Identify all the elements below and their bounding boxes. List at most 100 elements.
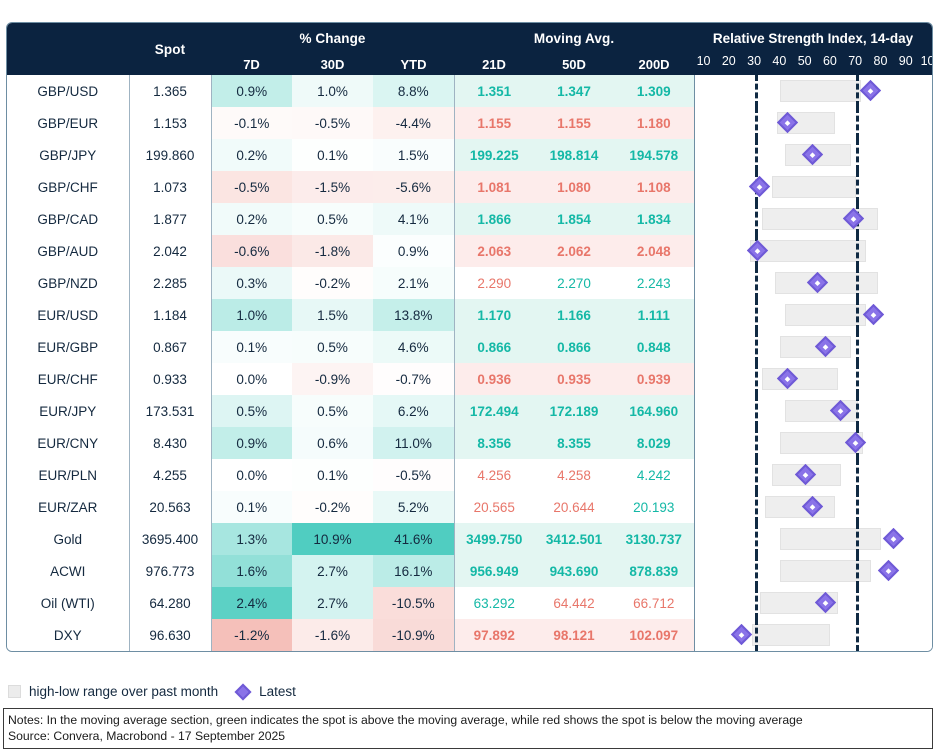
cell-7d: 0.0% xyxy=(211,363,292,395)
cell-ma50: 3412.501 xyxy=(534,523,615,555)
header-ytd: YTD xyxy=(373,53,455,75)
rsi-marker-center xyxy=(814,279,821,286)
notes-line-1: Notes: In the moving average section, gr… xyxy=(8,713,803,727)
rsi-plot xyxy=(694,299,932,331)
table-row[interactable]: GBP/CAD 1.877 0.2% 0.5% 4.1% 1.866 1.854 1.834 xyxy=(7,203,932,235)
cell-ma21: 1.155 xyxy=(454,107,535,139)
cell-30d: 2.7% xyxy=(292,555,373,587)
cell-ytd: 5.2% xyxy=(373,491,455,523)
cell-7d: 1.6% xyxy=(211,555,292,587)
rsi-guideline-30 xyxy=(754,395,758,427)
rsi-guideline-30 xyxy=(754,75,758,107)
rsi-range-band xyxy=(779,560,871,582)
cell-spot: 2.042 xyxy=(129,235,212,267)
cell-rsi xyxy=(694,491,932,523)
cell-rsi xyxy=(694,299,932,331)
cell-30d: -0.5% xyxy=(292,107,373,139)
cell-7d: -0.6% xyxy=(211,235,292,267)
cell-ytd: 4.6% xyxy=(373,331,455,363)
rsi-marker-center xyxy=(850,215,856,222)
cell-ma50: 198.814 xyxy=(534,139,615,171)
table-row[interactable]: EUR/USD 1.184 1.0% 1.5% 13.8% 1.170 1.166 1.111 xyxy=(7,299,932,331)
rsi-tick-20: 20 xyxy=(721,54,736,68)
table-row[interactable]: EUR/ZAR 20.563 0.1% -0.2% 5.2% 20.565 20.644 20… xyxy=(7,491,932,523)
table-row[interactable]: GBP/EUR 1.153 -0.1% -0.5% -4.4% 1.155 1.155 1.1… xyxy=(7,107,932,139)
table-row[interactable]: EUR/GBP 0.867 0.1% 0.5% 4.6% 0.866 0.866 0.848 xyxy=(7,331,932,363)
table-row[interactable]: GBP/CHF 1.073 -0.5% -1.5% -5.6% 1.081 1.080 1.1… xyxy=(7,171,932,203)
cell-pair: Oil (WTI) xyxy=(7,587,130,619)
cell-7d: -0.5% xyxy=(211,171,292,203)
cell-ytd: 1.5% xyxy=(373,139,455,171)
cell-rsi xyxy=(694,75,932,107)
rsi-guideline-30 xyxy=(754,107,758,139)
cell-ytd: -0.7% xyxy=(373,363,455,395)
cell-ytd: 13.8% xyxy=(373,299,455,331)
cell-rsi xyxy=(694,139,932,171)
cell-7d: 0.1% xyxy=(211,331,292,363)
cell-30d: 0.5% xyxy=(292,331,373,363)
table-row[interactable]: GBP/NZD 2.285 0.3% -0.2% 2.1% 2.290 2.270 2.243 xyxy=(7,267,932,299)
cell-ma50: 1.155 xyxy=(534,107,615,139)
rsi-guideline-70 xyxy=(855,619,859,651)
cell-7d: 0.9% xyxy=(211,75,292,107)
cell-ytd: 6.2% xyxy=(373,395,455,427)
table-row[interactable]: EUR/CNY 8.430 0.9% 0.6% 11.0% 8.356 8.355 8.029 xyxy=(7,427,932,459)
rsi-plot xyxy=(694,619,932,651)
rsi-marker-center xyxy=(822,343,829,350)
cell-ma21: 4.256 xyxy=(454,459,535,491)
cell-30d: 0.1% xyxy=(292,139,373,171)
rsi-marker-center xyxy=(756,183,763,190)
table-row[interactable]: EUR/JPY 173.531 0.5% 0.5% 6.2% 172.494 172.189… xyxy=(7,395,932,427)
cell-ma200: 1.108 xyxy=(614,171,695,203)
cell-ma200: 878.839 xyxy=(614,555,695,587)
header-50d: 50D xyxy=(534,53,615,75)
table-row[interactable]: DXY 96.630 -1.2% -1.6% -10.9% 97.892 98.121 102… xyxy=(7,619,932,651)
rsi-guideline-30 xyxy=(754,203,758,235)
rsi-guideline-70 xyxy=(855,299,859,331)
cell-spot: 173.531 xyxy=(129,395,212,427)
table-row[interactable]: Gold 3695.400 1.3% 10.9% 41.6% 3499.750 3412.5… xyxy=(7,523,932,555)
cell-30d: 0.5% xyxy=(292,203,373,235)
table-row[interactable]: GBP/USD 1.365 0.9% 1.0% 8.8% 1.351 1.347 1.309 xyxy=(7,75,932,107)
table-row[interactable]: GBP/JPY 199.860 0.2% 0.1% 1.5% 199.225 198.814… xyxy=(7,139,932,171)
cell-ma21: 199.225 xyxy=(454,139,535,171)
cell-ma200: 1.309 xyxy=(614,75,695,107)
rsi-range-band xyxy=(752,624,831,646)
rsi-latest-marker xyxy=(883,527,905,550)
table-row[interactable]: ACWI 976.773 1.6% 2.7% 16.1% 956.949 943.690 87… xyxy=(7,555,932,587)
rsi-marker-center xyxy=(822,599,829,606)
rsi-plot xyxy=(694,395,932,427)
rsi-tick-30: 30 xyxy=(747,54,762,68)
cell-ma21: 1.170 xyxy=(454,299,535,331)
rsi-guideline-30 xyxy=(754,587,758,619)
cell-ytd: 16.1% xyxy=(373,555,455,587)
cell-rsi xyxy=(694,587,932,619)
cell-pair: Gold xyxy=(7,523,130,555)
cell-ma200: 164.960 xyxy=(614,395,695,427)
cell-7d: 0.9% xyxy=(211,427,292,459)
table-row[interactable]: GBP/AUD 2.042 -0.6% -1.8% 0.9% 2.063 2.062 2.04… xyxy=(7,235,932,267)
table-row[interactable]: EUR/CHF 0.933 0.0% -0.9% -0.7% 0.936 0.935 0.93… xyxy=(7,363,932,395)
cell-ma50: 20.644 xyxy=(534,491,615,523)
cell-spot: 8.430 xyxy=(129,427,212,459)
cell-ma200: 20.193 xyxy=(614,491,695,523)
cell-rsi xyxy=(694,523,932,555)
rsi-axis-ticks: 10 20 30 40 50 60 70 80 90 100 xyxy=(694,53,932,75)
rsi-guideline-30 xyxy=(754,363,758,395)
cell-spot: 64.280 xyxy=(129,587,212,619)
cell-spot: 199.860 xyxy=(129,139,212,171)
table-row[interactable]: Oil (WTI) 64.280 2.4% 2.7% -10.5% 63.292 64.44… xyxy=(7,587,932,619)
rsi-guideline-70 xyxy=(855,555,859,587)
rsi-latest-marker xyxy=(877,559,900,582)
rsi-range-band xyxy=(779,80,861,102)
cell-pair: GBP/CAD xyxy=(7,203,130,235)
rsi-plot xyxy=(694,75,932,107)
cell-30d: 1.0% xyxy=(292,75,373,107)
table-row[interactable]: EUR/PLN 4.255 0.0% 0.1% -0.5% 4.256 4.258 4.242 xyxy=(7,459,932,491)
notes-line-2: Source: Convera, Macrobond - 17 Septembe… xyxy=(8,729,286,743)
cell-7d: 0.5% xyxy=(211,395,292,427)
cell-rsi xyxy=(694,427,932,459)
cell-30d: 2.7% xyxy=(292,587,373,619)
rsi-plot xyxy=(694,203,932,235)
cell-pair: EUR/CNY xyxy=(7,427,130,459)
